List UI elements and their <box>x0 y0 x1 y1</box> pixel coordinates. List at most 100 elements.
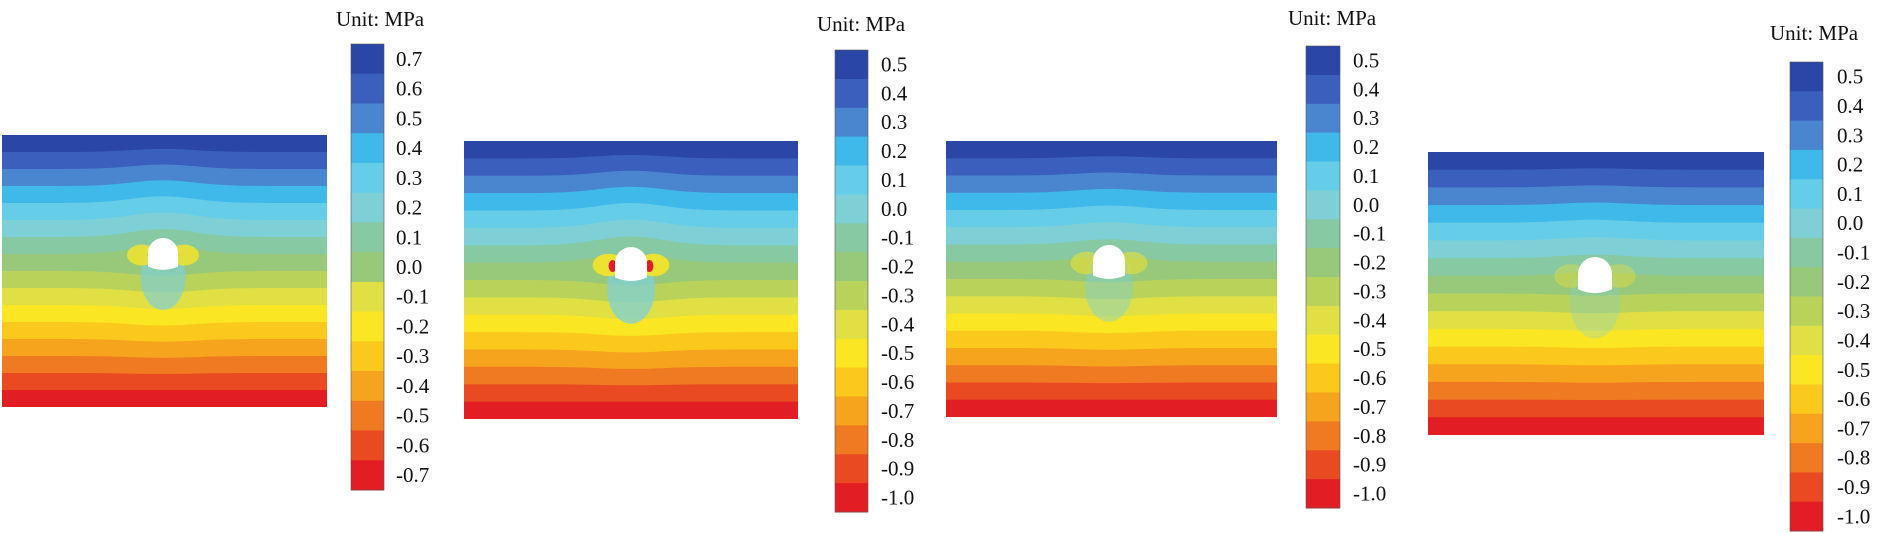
contour-band <box>946 222 1277 246</box>
colorbar-tick-label: -0.3 <box>1837 299 1870 323</box>
colorbar-segment <box>351 311 384 342</box>
contour-band <box>2 135 327 153</box>
contour-band <box>946 156 1277 177</box>
colorbar-tick-label: 0.7 <box>396 47 422 71</box>
contour-band <box>1428 185 1764 206</box>
colorbar-segment <box>835 281 868 311</box>
colorbar-tick-label: -0.6 <box>396 433 429 457</box>
colorbar-segment <box>835 338 868 369</box>
colorbar-tick-label: -0.1 <box>396 285 429 309</box>
unit-value: MPa <box>865 12 905 36</box>
tunnel-opening <box>148 238 178 270</box>
colorbar-segment <box>1790 355 1823 385</box>
contour-band <box>2 212 327 238</box>
colorbar-segment <box>835 454 868 484</box>
colorbar-tick-label: -0.7 <box>1353 395 1386 419</box>
colorbar-tick-label: 0.3 <box>1353 106 1379 130</box>
colorbar-tick-label: -0.2 <box>396 315 429 339</box>
colorbar-segment <box>835 78 868 109</box>
contour-band <box>1428 202 1764 224</box>
contour-band <box>1428 417 1764 435</box>
colorbar-segment <box>351 133 384 164</box>
unit-value: MPa <box>384 7 424 31</box>
colorbar-tick-label: 0.0 <box>1353 193 1379 217</box>
colorbar-tick-label: 0.4 <box>396 136 423 160</box>
colorbar-segment <box>835 223 868 253</box>
colorbar-segment <box>835 252 868 282</box>
colorbar-tick-label: 0.5 <box>396 106 422 130</box>
colorbar-tick-label: 0.4 <box>1353 77 1380 101</box>
colorbar-tick-label: -1.0 <box>881 486 914 510</box>
colorbar-tick-label: -0.6 <box>1353 366 1386 390</box>
contour-band <box>2 373 327 392</box>
contour-band <box>464 203 798 229</box>
colorbar-segment <box>351 371 384 402</box>
contour-panel-1: 0.7 0.6 0.5 0.4 0.3 0.2 0.1 0.0 -0.1 -0.2 -0.3 -0.4… <box>2 7 430 491</box>
contour-band <box>1428 328 1764 349</box>
contour-band <box>1428 381 1764 402</box>
colorbar-segment <box>1306 219 1340 249</box>
colorbar: 0.7 0.6 0.5 0.4 0.3 0.2 0.1 0.0 -0.1 -0.2 -0.3 -0.4… <box>350 43 430 491</box>
contour-band <box>2 390 327 407</box>
contour-band <box>2 322 327 343</box>
colorbar-tick-label: -0.5 <box>1837 358 1870 382</box>
contour-band <box>1428 219 1764 241</box>
colorbar-segment <box>1790 384 1823 415</box>
colorbar-tick-label: -0.2 <box>1353 251 1386 275</box>
colorbar-tick-label: 0.1 <box>1353 164 1379 188</box>
contour-panel-4: 0.5 0.4 0.3 0.2 0.1 0.0 -0.1 -0.2 -0.3 -0.4 -0.5 -0… <box>1428 21 1871 532</box>
colorbar-tick-label: -0.4 <box>1353 308 1387 332</box>
colorbar-tick-label: -0.7 <box>1837 416 1870 440</box>
colorbar-tick-label: -0.5 <box>1353 337 1386 361</box>
contour-band <box>464 170 798 194</box>
colorbar-segment <box>1306 450 1340 480</box>
colorbar-segment <box>351 281 384 313</box>
unit-label: Unit: MPa <box>817 12 906 36</box>
colorbar-segment <box>835 136 868 166</box>
colorbar-segment <box>1790 149 1823 180</box>
colorbar: 0.5 0.4 0.3 0.2 0.1 0.0 -0.1 -0.2 -0.3 -0.4 -0.5 -0… <box>1789 61 1871 532</box>
colorbar-segment <box>351 73 384 104</box>
colorbar-tick-label: 0.1 <box>881 168 907 192</box>
colorbar-tick-label: 0.0 <box>1837 211 1863 235</box>
colorbar-tick-label: -0.4 <box>396 374 430 398</box>
colorbar-tick-label: -0.9 <box>1353 453 1386 477</box>
colorbar-segment <box>1306 132 1340 162</box>
colorbar-segment <box>1790 91 1823 122</box>
contour-panel-2: 0.5 0.4 0.3 0.2 0.1 0.0 -0.1 -0.2 -0.3 -0.4 -0.5 -0… <box>464 12 915 513</box>
colorbar: 0.5 0.4 0.3 0.2 0.1 0.0 -0.1 -0.2 -0.3 -0.4 -0.5 -0… <box>834 49 915 513</box>
contour-plot <box>946 141 1277 417</box>
colorbar-segment <box>1306 392 1340 422</box>
colorbar-tick-label: -0.8 <box>1353 424 1386 448</box>
colorbar-segment <box>1790 267 1823 297</box>
colorbar-tick-label: 0.2 <box>396 196 422 220</box>
colorbar-tick-label: -0.1 <box>1837 241 1870 265</box>
contour-band <box>946 279 1277 300</box>
colorbar-segment <box>1306 190 1340 220</box>
colorbar-tick-label: -0.5 <box>396 404 429 428</box>
colorbar-tick-label: -0.2 <box>881 255 914 279</box>
contour-band <box>2 180 327 204</box>
colorbar-segment <box>835 107 868 138</box>
unit-value: MPa <box>1818 21 1858 45</box>
colorbar-segment <box>835 425 868 455</box>
colorbar-tick-label: -1.0 <box>1837 504 1870 528</box>
contour-band <box>946 296 1277 318</box>
contour-band <box>464 154 798 177</box>
colorbar-segment <box>351 44 384 75</box>
colorbar-segment <box>351 460 384 491</box>
contour-band <box>464 401 798 419</box>
colorbar-segment <box>1306 74 1340 105</box>
colorbar-tick-label: -0.8 <box>1837 446 1870 470</box>
contour-plot <box>464 141 798 419</box>
colorbar-tick-label: 0.0 <box>396 255 422 279</box>
colorbar-tick-label: 0.1 <box>396 225 422 249</box>
colorbar-segment <box>351 341 384 372</box>
contour-band <box>2 356 327 376</box>
contour-band <box>946 188 1277 211</box>
contour-band <box>464 219 798 246</box>
unit-label: Unit: MPa <box>1288 6 1377 30</box>
unit-label: Unit: MPa <box>1770 21 1859 45</box>
colorbar-segment <box>1790 62 1823 92</box>
unit-label: Unit: MPa <box>336 7 425 31</box>
